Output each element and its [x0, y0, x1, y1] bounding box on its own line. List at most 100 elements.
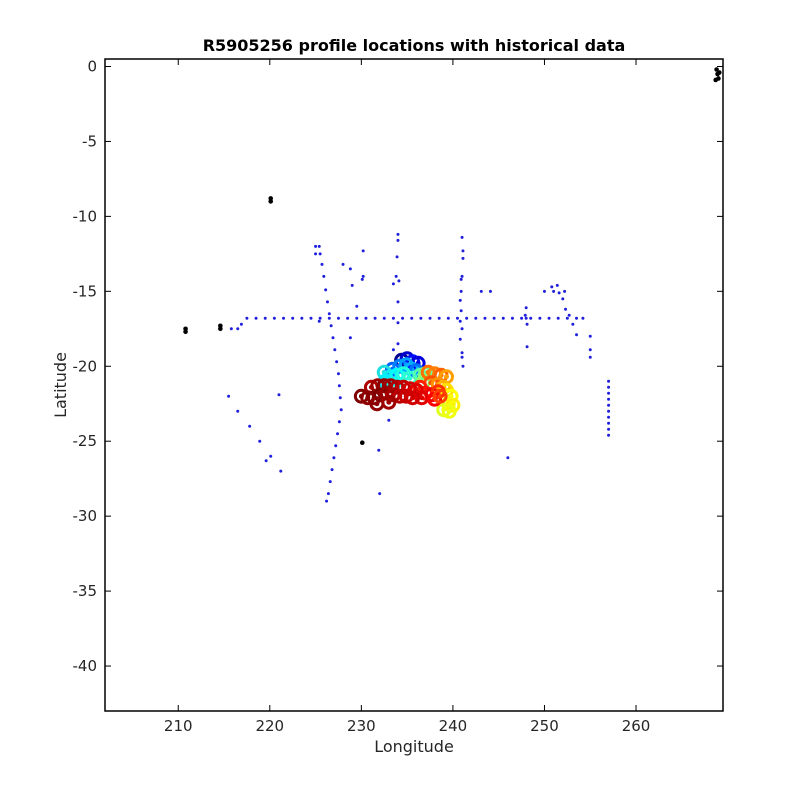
historical-point — [465, 316, 469, 320]
historical-point — [322, 274, 326, 278]
historical-point — [236, 409, 240, 413]
historical-point — [338, 396, 342, 400]
historical-point — [607, 427, 611, 431]
historical-point — [355, 316, 359, 320]
historical-point — [396, 232, 400, 236]
historical-point — [523, 313, 527, 317]
historical-point — [459, 277, 463, 281]
historical-point — [561, 297, 565, 301]
historical-point — [397, 279, 401, 283]
historical-point — [538, 316, 542, 320]
historical-point — [229, 327, 233, 331]
historical-point — [488, 289, 492, 293]
historical-point — [269, 454, 273, 458]
historical-point — [291, 316, 295, 320]
historical-point — [346, 316, 350, 320]
historical-point — [330, 468, 334, 472]
historical-point — [325, 499, 329, 503]
profile-point-core — [444, 374, 450, 380]
historical-point — [479, 289, 483, 293]
historical-point — [300, 316, 304, 320]
x-tick-label: 250 — [530, 717, 559, 735]
historical-point — [395, 255, 399, 259]
historical-point — [564, 307, 568, 311]
coastline-point — [359, 440, 365, 446]
historical-point — [329, 324, 333, 328]
historical-point — [542, 289, 546, 293]
historical-point — [458, 337, 462, 341]
historical-point — [263, 316, 267, 320]
profile-point-core — [446, 408, 452, 414]
profile-point-core — [437, 393, 443, 399]
coastline-point — [268, 199, 274, 204]
historical-point — [327, 316, 331, 320]
historical-point — [325, 300, 329, 304]
x-axis-ticks: 210 220 230 240 250 260 — [164, 59, 650, 735]
historical-point — [410, 316, 414, 320]
historical-point — [331, 336, 335, 340]
historical-point — [396, 238, 400, 242]
coastline-layer — [183, 67, 722, 446]
historical-point — [565, 316, 569, 320]
historical-point — [391, 348, 395, 352]
historical-point — [460, 355, 464, 359]
historical-point — [396, 342, 400, 346]
historical-profiles-layer — [227, 232, 611, 503]
historical-point — [460, 235, 464, 239]
historical-point — [575, 316, 579, 320]
historical-point — [547, 316, 551, 320]
profile-point — [441, 403, 457, 419]
historical-point — [607, 391, 611, 395]
historical-point — [382, 316, 386, 320]
historical-point — [571, 322, 575, 326]
profile-point-core — [410, 395, 416, 401]
historical-point — [334, 444, 338, 448]
y-tick-label: -20 — [73, 357, 98, 375]
historical-point — [396, 321, 400, 325]
historical-point — [337, 420, 341, 424]
historical-point — [557, 291, 561, 295]
historical-point — [336, 372, 340, 376]
y-tick-label: -30 — [73, 507, 98, 525]
historical-point — [355, 304, 359, 308]
y-tick-label: -40 — [73, 657, 98, 675]
historical-point — [607, 403, 611, 407]
historical-point — [277, 393, 281, 397]
historical-point — [394, 274, 398, 278]
historical-point — [607, 385, 611, 389]
historical-point — [339, 408, 343, 412]
historical-point — [282, 316, 286, 320]
y-tick-label: -5 — [82, 132, 97, 150]
historical-point — [461, 364, 465, 368]
historical-point — [607, 409, 611, 413]
y-tick-label: -35 — [73, 582, 98, 600]
historical-point — [552, 289, 556, 293]
historical-point — [387, 418, 391, 422]
historical-point — [236, 327, 240, 331]
historical-point — [459, 309, 463, 313]
y-axis-label: Latitude — [51, 352, 70, 418]
historical-point — [607, 379, 611, 383]
historical-point — [575, 333, 579, 337]
y-axis-ticks: 0 -5 -10 -15 -20 -25 -30 -35 -40 — [73, 57, 723, 675]
historical-point — [327, 312, 331, 316]
historical-point — [506, 456, 510, 460]
historical-point — [396, 300, 400, 304]
historical-point — [607, 415, 611, 419]
x-tick-label: 260 — [622, 717, 651, 735]
historical-point — [324, 288, 328, 292]
historical-point — [607, 397, 611, 401]
float-profiles-layer — [353, 351, 461, 419]
historical-point — [563, 289, 567, 293]
historical-point — [520, 316, 524, 320]
historical-point — [607, 433, 611, 437]
historical-point — [401, 316, 405, 320]
historical-point — [314, 252, 318, 256]
historical-point — [239, 322, 243, 326]
historical-point — [588, 334, 592, 338]
y-tick-label: -10 — [73, 207, 98, 225]
historical-point — [588, 355, 592, 359]
historical-point — [391, 316, 395, 320]
historical-point — [361, 249, 365, 253]
